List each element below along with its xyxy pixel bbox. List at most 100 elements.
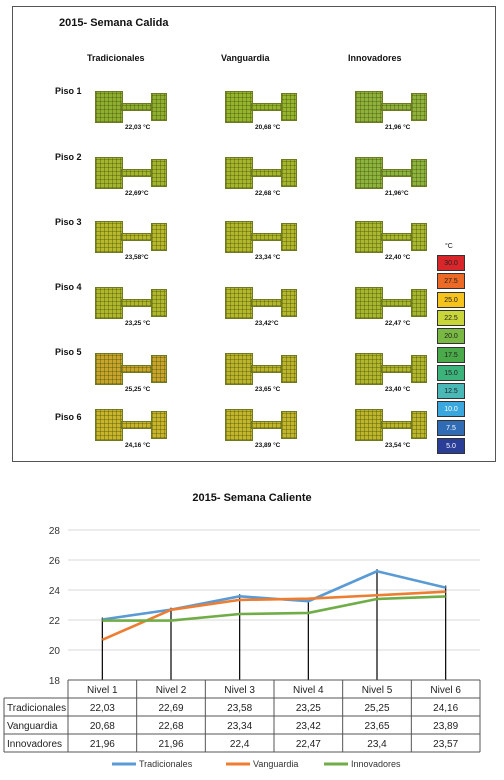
floor-temperature-label: 20,68 °C bbox=[255, 124, 281, 131]
data-label: 25,25 bbox=[364, 703, 389, 714]
scale-step: 12.5 bbox=[437, 383, 465, 400]
floor-plan-block bbox=[95, 409, 123, 441]
x-category-label: Nivel 1 bbox=[87, 685, 118, 696]
y-tick-label: 22 bbox=[49, 616, 61, 627]
floor-temperature-label: 21,96°C bbox=[385, 190, 409, 197]
floor-temperature-label: 22,03 °C bbox=[125, 124, 151, 131]
scale-unit-label: °C bbox=[445, 243, 453, 250]
floor-plan-block bbox=[411, 355, 427, 383]
data-label: 22,69 bbox=[158, 703, 183, 714]
floor-plan-block bbox=[411, 223, 427, 251]
floor-plan-block bbox=[251, 233, 283, 241]
data-label: 22,68 bbox=[158, 721, 183, 732]
floor-plan-block bbox=[95, 353, 123, 385]
column-header-tradicionales: Tradicionales bbox=[87, 53, 145, 63]
floor-temperature-label: 23,65 °C bbox=[255, 386, 281, 393]
data-label: 22,03 bbox=[90, 703, 115, 714]
floor-plan-block bbox=[151, 159, 167, 187]
scale-step: 17.5 bbox=[437, 346, 465, 363]
table-series-name: Tradicionales bbox=[7, 703, 66, 714]
floor-plan-block bbox=[411, 159, 427, 187]
data-label: 22,47 bbox=[296, 739, 321, 750]
floor-temperature-label: 23,25 °C bbox=[125, 320, 151, 327]
floor-plan-block bbox=[381, 233, 413, 241]
series-line-tradicionales bbox=[102, 569, 446, 621]
floor-plan-block bbox=[251, 421, 283, 429]
data-label: 23,58 bbox=[227, 703, 252, 714]
scale-step: 15.0 bbox=[437, 364, 465, 381]
scale-step: 30.0 bbox=[437, 255, 465, 271]
y-tick-label: 28 bbox=[49, 526, 61, 537]
x-category-label: Nivel 3 bbox=[224, 685, 255, 696]
floor-plan-block bbox=[381, 103, 413, 111]
legend-label: Innovadores bbox=[351, 759, 401, 769]
scale-step: 22.5 bbox=[437, 309, 465, 326]
row-header-piso-1: Piso 1 bbox=[55, 86, 82, 96]
scale-step: 10.0 bbox=[437, 401, 465, 418]
y-tick-label: 26 bbox=[49, 556, 61, 567]
floor-plan-block bbox=[355, 409, 383, 441]
floor-temperature-label: 21,96 °C bbox=[385, 124, 411, 131]
x-category-label: Nivel 6 bbox=[430, 685, 461, 696]
x-category-label: Nivel 4 bbox=[293, 685, 324, 696]
y-tick-label: 18 bbox=[49, 676, 61, 687]
floor-plan-block bbox=[95, 287, 123, 319]
scale-step: 5.0 bbox=[437, 438, 465, 454]
data-label: 22,4 bbox=[230, 739, 250, 750]
scale-step: 27.5 bbox=[437, 273, 465, 290]
floor-temperature-label: 22,69°C bbox=[125, 190, 149, 197]
floor-plan-block bbox=[121, 421, 153, 429]
floor-plan-block bbox=[281, 289, 297, 317]
floor-plan-block bbox=[121, 169, 153, 177]
floor-plan-block bbox=[95, 157, 123, 189]
floor-plan-block bbox=[225, 91, 253, 123]
floor-plan-block bbox=[251, 103, 283, 111]
floor-plan-block bbox=[151, 93, 167, 121]
table-series-name: Vanguardia bbox=[7, 721, 58, 732]
floor-plan-block bbox=[121, 365, 153, 373]
floor-plan-block bbox=[381, 299, 413, 307]
floor-plan-block bbox=[355, 157, 383, 189]
floor-plan-block bbox=[95, 91, 123, 123]
floor-plan-block bbox=[121, 299, 153, 307]
row-header-piso-5: Piso 5 bbox=[55, 347, 82, 357]
row-header-piso-6: Piso 6 bbox=[55, 412, 82, 422]
floor-plan-block bbox=[281, 223, 297, 251]
data-label: 21,96 bbox=[158, 739, 183, 750]
data-label: 23,25 bbox=[296, 703, 321, 714]
floor-plan-block bbox=[225, 409, 253, 441]
floor-plan-block bbox=[151, 411, 167, 439]
floor-temperature-label: 23,58°C bbox=[125, 254, 149, 261]
y-tick-label: 20 bbox=[49, 646, 61, 657]
floor-plan-block bbox=[225, 157, 253, 189]
floor-plan-block bbox=[151, 355, 167, 383]
floor-temperature-label: 23,42°C bbox=[255, 320, 279, 327]
x-category-label: Nivel 5 bbox=[362, 685, 393, 696]
floor-plan-block bbox=[251, 169, 283, 177]
scale-step: 25.0 bbox=[437, 291, 465, 308]
row-header-piso-4: Piso 4 bbox=[55, 282, 82, 292]
floor-temperature-label: 22,68 °C bbox=[255, 190, 281, 197]
column-header-vanguardia: Vanguardia bbox=[221, 53, 270, 63]
floor-temperature-label: 23,40 °C bbox=[385, 386, 411, 393]
floor-temperature-label: 23,54 °C bbox=[385, 442, 411, 449]
table-series-name: Innovadores bbox=[7, 739, 62, 750]
column-header-innovadores: Innovadores bbox=[348, 53, 402, 63]
floor-plan-block bbox=[251, 299, 283, 307]
data-label: 20,68 bbox=[90, 721, 115, 732]
floor-plan-block bbox=[381, 365, 413, 373]
floor-plan-block bbox=[381, 169, 413, 177]
floor-plan-block bbox=[281, 159, 297, 187]
data-label: 23,57 bbox=[433, 739, 458, 750]
chart-title: 2015- Semana Caliente bbox=[192, 492, 312, 504]
floor-plan-block bbox=[355, 221, 383, 253]
floor-plan-block bbox=[151, 223, 167, 251]
floor-plan-block bbox=[251, 365, 283, 373]
floor-temperature-label: 22,47 °C bbox=[385, 320, 411, 327]
floor-plan-block bbox=[355, 91, 383, 123]
data-label: 23,65 bbox=[364, 721, 389, 732]
row-header-piso-2: Piso 2 bbox=[55, 152, 82, 162]
floor-plan-block bbox=[411, 289, 427, 317]
scale-step: 20.0 bbox=[437, 328, 465, 345]
floor-plan-block bbox=[225, 287, 253, 319]
